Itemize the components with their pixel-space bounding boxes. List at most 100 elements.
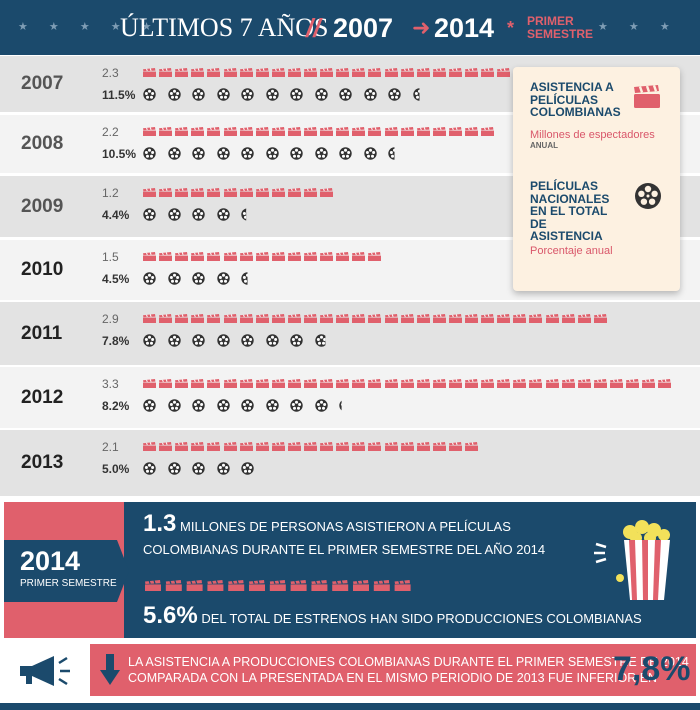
clapper-mark <box>207 252 221 261</box>
footer-strip <box>0 703 700 710</box>
reel-mark <box>143 88 156 101</box>
row-share-value: 7.8% <box>102 334 130 348</box>
row-share-value: 11.5% <box>102 88 136 102</box>
clapper-mark <box>368 68 382 77</box>
clapper-mark <box>287 188 301 197</box>
legend-share-title: PELÍCULAS NACIONALES EN EL TOTAL DE ASIS… <box>530 179 610 243</box>
clapper-mark <box>143 442 156 451</box>
summary-attendance-value: 1.3 <box>143 510 177 537</box>
header-slash: // <box>306 13 321 43</box>
reel-mark <box>167 399 181 412</box>
clapper-mark <box>465 68 478 77</box>
clapper-mark <box>320 442 334 451</box>
reel-mark <box>339 88 352 101</box>
reel-mark <box>265 88 279 101</box>
reel-mark <box>192 147 205 160</box>
clapper-mark <box>416 314 430 323</box>
summary-2014-badge-tip <box>117 540 129 602</box>
reel-mark <box>241 147 254 160</box>
reel-mark <box>167 88 181 101</box>
summary-clapper-mark <box>332 580 349 591</box>
clapper-mark <box>352 68 366 77</box>
reel-mark <box>192 88 205 101</box>
row-year: 2007 <box>21 73 64 94</box>
clapper-mark <box>191 442 205 451</box>
reel-mark <box>216 272 230 285</box>
legend-card: ASISTENCIA A PELÍCULAS COLOMBIANAS Millo… <box>513 67 680 291</box>
clapper-mark <box>191 379 205 388</box>
clapper-mark <box>304 379 317 388</box>
megaphone-icon <box>20 656 70 686</box>
header-banner: ★ ★ ★ ★ ★ ★ ★ ★ ★ ★ ÚLTIMOS 7 AÑOS // 20… <box>0 0 700 88</box>
clapper-mark <box>336 442 350 451</box>
clapper-mark <box>143 68 156 77</box>
reel-mark <box>216 399 230 412</box>
clapper-mark <box>255 314 269 323</box>
clapper-mark <box>255 188 269 197</box>
clapper-mark <box>561 379 575 388</box>
clapper-mark <box>255 379 269 388</box>
clapper-mark <box>432 379 446 388</box>
row-attendance-value: 1.2 <box>102 186 119 200</box>
clapper-mark <box>159 127 173 136</box>
clapper-mark <box>304 442 317 451</box>
reel-mark <box>216 462 230 475</box>
summary-clapper-mark <box>373 580 390 591</box>
year-row-2013: 2013 2.1 5.0% <box>0 430 700 496</box>
clapper-mark <box>271 127 285 136</box>
row-year: 2010 <box>21 259 64 280</box>
clapper-mark <box>497 314 511 323</box>
clapper-mark <box>545 379 559 388</box>
reel-mark <box>143 399 156 412</box>
clapper-mark <box>159 252 173 261</box>
summary-attendance-line-1: 1.3 MILLONES DE PERSONAS ASISTIERON A PE… <box>143 510 511 538</box>
reel-mark <box>143 334 156 347</box>
clapper-mark <box>191 188 205 197</box>
clapper-mark <box>352 442 366 451</box>
clapper-mark <box>143 314 156 323</box>
stars-left: ★ ★ ★ ★ ★ <box>18 21 161 33</box>
right-arrow-icon: ➜ <box>412 15 431 40</box>
reel-mark <box>363 88 377 101</box>
clapper-mark <box>271 379 285 388</box>
clapper-mark <box>223 127 237 136</box>
clapper-mark <box>175 127 189 136</box>
clapper-mark <box>287 252 301 261</box>
summary-clapper-mark <box>228 580 245 591</box>
clapper-mark <box>239 314 253 323</box>
row-share-value: 8.2% <box>102 399 130 413</box>
reel-mark <box>192 334 205 347</box>
row-year: 2013 <box>21 452 64 473</box>
summary-clapper-mark <box>186 580 203 591</box>
clapper-mark <box>384 68 398 77</box>
clapper-mark <box>223 252 237 261</box>
clapper-mark <box>448 442 462 451</box>
popcorn-icon <box>616 520 670 600</box>
clapper-mark <box>255 127 269 136</box>
clapper-mark <box>416 68 430 77</box>
clapper-mark <box>577 314 591 323</box>
summary-clapper-mark <box>145 580 161 591</box>
reel-mark <box>265 147 279 160</box>
down-arrow-icon <box>100 654 120 685</box>
clapper-mark <box>287 68 301 77</box>
clapper-mark <box>287 314 301 323</box>
clapper-mark <box>159 442 173 451</box>
clapper-mark <box>481 68 495 77</box>
bottom-text-2: COMPARADA CON LA PRESENTADA EN EL MISMO … <box>128 671 658 685</box>
clapper-mark <box>223 68 237 77</box>
clapper-mark <box>465 314 478 323</box>
row-attendance-value: 1.5 <box>102 250 119 264</box>
legend-share-subtitle: Porcentaje anual <box>530 245 613 257</box>
legend-attendance-note: ANUAL <box>530 141 558 150</box>
reel-mark <box>314 399 328 412</box>
clapper-mark <box>191 252 205 261</box>
legend-attendance-title: ASISTENCIA A PELÍCULAS COLOMBIANAS <box>530 80 621 119</box>
clapper-mark <box>271 442 285 451</box>
clapper-mark <box>191 314 205 323</box>
clapper-mark <box>481 127 495 136</box>
reel-mark <box>265 334 279 347</box>
row-share-value: 5.0% <box>102 462 130 476</box>
clapper-mark <box>368 379 382 388</box>
row-share-value: 4.5% <box>102 272 130 286</box>
